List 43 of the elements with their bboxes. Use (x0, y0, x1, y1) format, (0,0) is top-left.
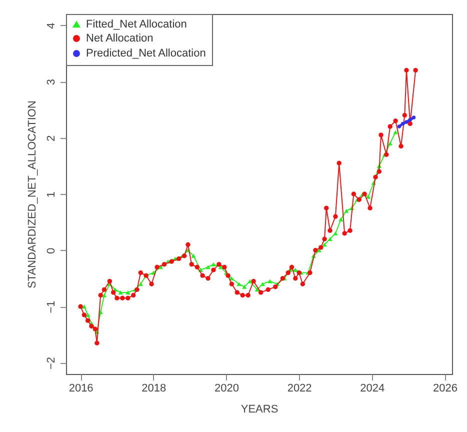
point (102, 293, 107, 298)
point (333, 231, 338, 236)
point (206, 265, 210, 270)
y-tick-label: 4 (46, 22, 58, 29)
y-tick-label: 2 (46, 135, 58, 142)
point (260, 282, 265, 286)
x-tick-label: 2018 (142, 382, 166, 394)
x-tick-label: 2016 (68, 382, 94, 394)
point (408, 118, 412, 122)
point (412, 116, 416, 120)
point (293, 268, 298, 272)
y-tick-label: 0 (46, 248, 58, 254)
x-tick-label: 2024 (360, 382, 385, 394)
legend-label: Net Allocation (86, 32, 154, 44)
point (242, 284, 247, 289)
y-tick-label: 1 (46, 191, 58, 198)
x-tick-label: 2022 (287, 382, 312, 394)
point (191, 254, 196, 258)
point (400, 122, 405, 126)
point (328, 236, 332, 242)
legend-label: Fitted_Net Allocation (86, 18, 187, 30)
point (344, 208, 349, 213)
x-tick-label: 2020 (214, 382, 239, 394)
point (404, 120, 408, 124)
y-tick-label: −2 (46, 356, 58, 370)
x-tick-label: 2026 (432, 382, 458, 394)
point (211, 262, 216, 266)
point (366, 194, 371, 199)
y-tick-label: 3 (46, 78, 58, 86)
point (397, 124, 402, 128)
legend-label: Predicted_Net Allocation (86, 48, 206, 60)
y-tick-label: −1 (46, 300, 58, 314)
point (126, 290, 130, 294)
point (236, 282, 242, 286)
point (388, 141, 392, 146)
point (138, 282, 143, 286)
y-axis-title: STANDARDIZED_NET_ALLOCATION (26, 100, 38, 288)
point (118, 290, 123, 294)
point (338, 217, 344, 222)
x-axis-title: YEARS (240, 404, 278, 416)
line-series (397, 116, 416, 128)
point (393, 130, 398, 134)
point (86, 312, 90, 317)
